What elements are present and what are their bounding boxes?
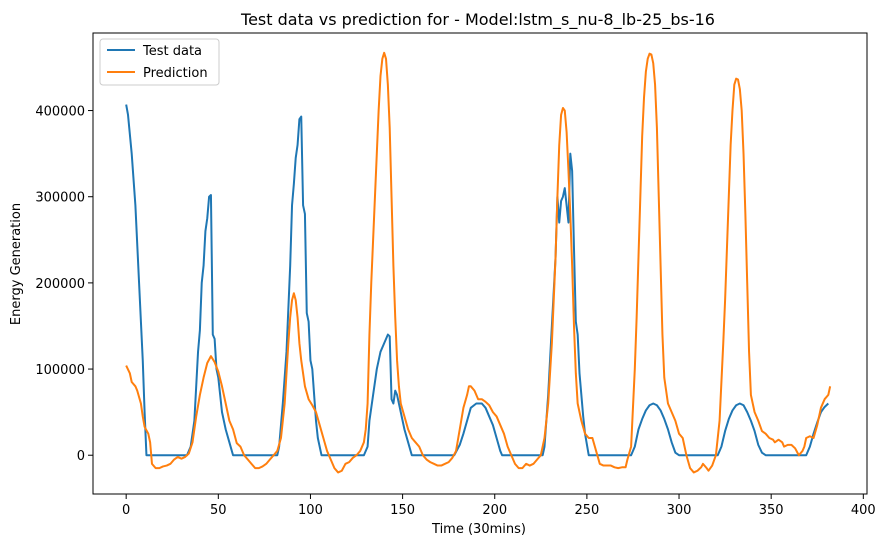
y-axis: 0 100000 200000 300000 400000 (35, 105, 93, 464)
x-tick-label: 0 (122, 503, 130, 518)
y-axis-label: Energy Generation (9, 203, 24, 325)
x-axis: 0 50 100 150 200 250 300 350 400 (122, 494, 876, 518)
legend-label-test-data: Test data (142, 44, 202, 59)
chart-title: Test data vs prediction for - Model:lstm… (240, 10, 715, 30)
y-tick-label: 300000 (35, 191, 85, 206)
plot-frame (92, 32, 868, 495)
x-tick-label: 350 (759, 503, 784, 518)
x-tick-label: 50 (210, 503, 227, 518)
y-tick-label: 100000 (35, 363, 85, 378)
series-line-test-data (125, 104, 829, 457)
plot-area (92, 32, 868, 495)
legend: Test data Prediction (99, 38, 220, 86)
x-tick-label: 100 (298, 503, 323, 518)
series-line-prediction (125, 51, 832, 474)
x-tick-label: 250 (574, 503, 599, 518)
legend-label-prediction: Prediction (143, 66, 208, 81)
x-tick-label: 150 (390, 503, 415, 518)
x-axis-label: Time (30mins) (431, 522, 526, 537)
x-tick-label: 200 (482, 503, 507, 518)
x-tick-label: 300 (667, 503, 692, 518)
y-tick-label: 0 (77, 449, 85, 464)
series-layer (125, 51, 832, 474)
y-tick-label: 200000 (35, 277, 85, 292)
y-tick-label: 400000 (35, 105, 85, 120)
x-tick-label: 400 (851, 503, 876, 518)
